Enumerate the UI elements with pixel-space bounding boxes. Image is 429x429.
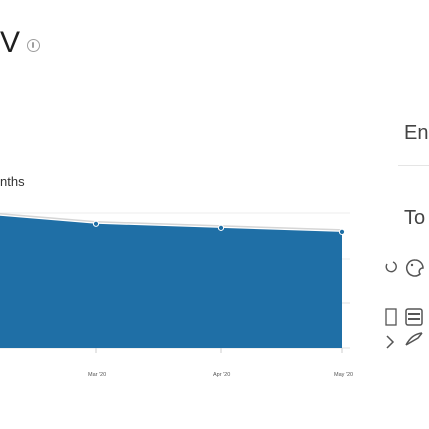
sidebar-label-to: To <box>404 207 426 229</box>
info-icon[interactable] <box>27 39 40 52</box>
page-title: V <box>0 26 21 59</box>
series-line <box>0 213 343 231</box>
sidebar-label-en: En <box>404 122 429 144</box>
x-tick-label: Apr '20 <box>213 372 230 378</box>
rotate-icon[interactable] <box>385 258 397 278</box>
x-tick-label: May '20 <box>334 372 353 378</box>
data-point <box>217 224 225 231</box>
data-point <box>338 228 346 235</box>
chart-subtitle: nths <box>0 174 25 189</box>
x-tick-label: Mar '20 <box>88 372 106 378</box>
table-icon[interactable] <box>404 307 424 327</box>
series-area <box>0 215 342 348</box>
data-point <box>92 220 100 227</box>
area-chart: Mar '20 Apr '20 May '20 <box>0 212 353 378</box>
share-icon[interactable] <box>404 330 424 350</box>
chart-type-icon[interactable] <box>385 307 397 327</box>
palette-icon[interactable] <box>405 258 425 278</box>
expand-icon[interactable] <box>385 332 397 352</box>
divider <box>398 165 429 166</box>
